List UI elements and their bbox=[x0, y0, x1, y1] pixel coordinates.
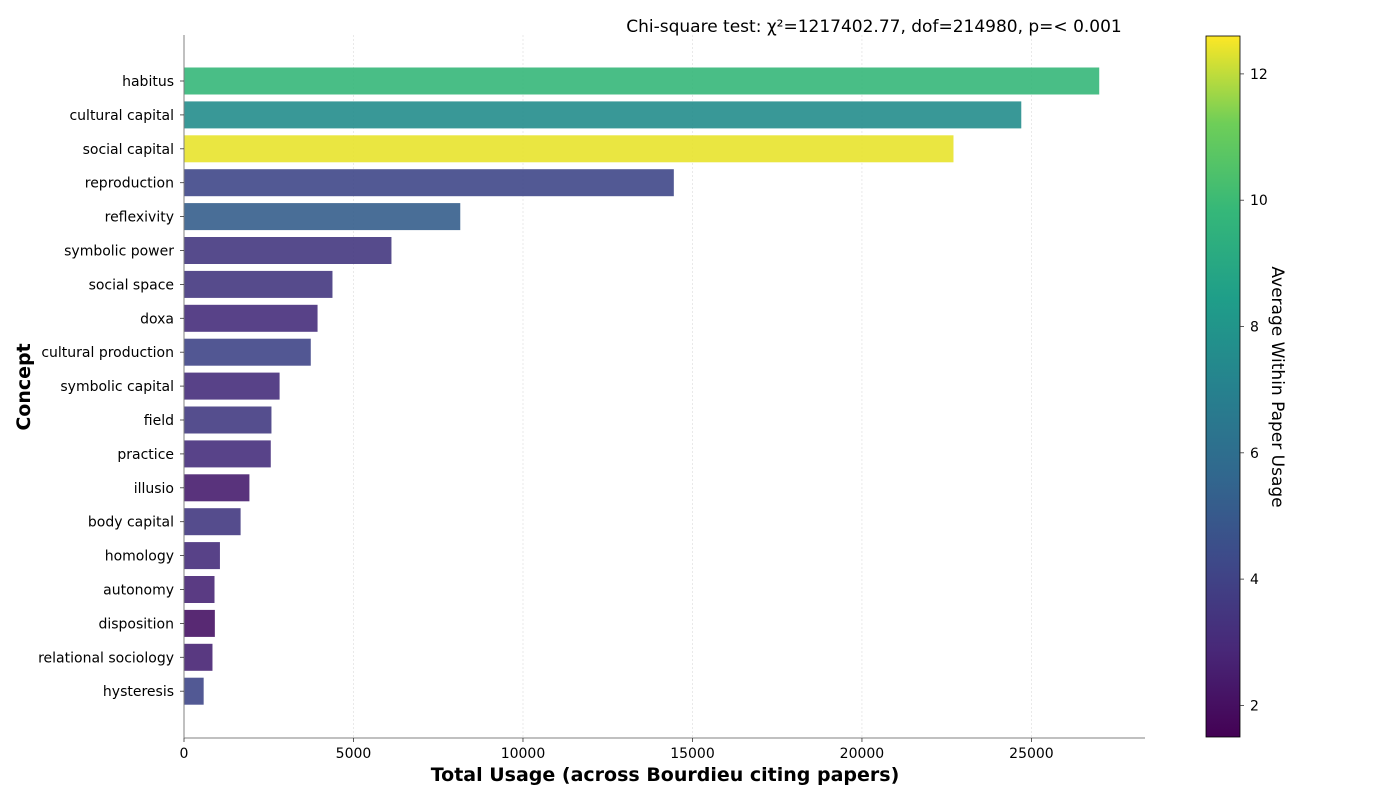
y-tick-label: social capital bbox=[83, 142, 174, 158]
bar bbox=[184, 67, 1100, 95]
colorbar-tick-label: 2 bbox=[1250, 698, 1259, 714]
y-tick-label: illusio bbox=[134, 481, 174, 497]
bar bbox=[184, 338, 311, 366]
bar bbox=[184, 203, 461, 231]
y-tick-label: body capital bbox=[88, 515, 174, 531]
colorbar-gradient bbox=[1206, 36, 1240, 737]
x-axis-ticks: 0 5000 10000 15000 20000 25000 bbox=[180, 738, 1054, 762]
bar bbox=[184, 508, 241, 536]
y-tick-label: social space bbox=[89, 277, 174, 293]
bar bbox=[184, 609, 215, 637]
y-tick-label: symbolic capital bbox=[60, 379, 174, 395]
bar bbox=[184, 135, 954, 163]
bar bbox=[184, 169, 674, 197]
y-tick-label: practice bbox=[117, 447, 174, 463]
bar bbox=[184, 304, 318, 332]
bar bbox=[184, 406, 272, 434]
colorbar-tick-label: 4 bbox=[1250, 572, 1259, 588]
y-tick-label: habitus bbox=[122, 74, 174, 90]
bar bbox=[184, 440, 271, 468]
x-tick-label: 5000 bbox=[336, 746, 372, 762]
bar bbox=[184, 372, 280, 400]
colorbar-ticks: 2 4 6 8 10 12 bbox=[1240, 67, 1268, 714]
colorbar-frame bbox=[1205, 35, 1241, 738]
bar bbox=[184, 474, 250, 502]
colorbar-tick-label: 10 bbox=[1250, 193, 1268, 209]
bar-series bbox=[184, 67, 1100, 705]
x-tick-label: 15000 bbox=[670, 746, 715, 762]
x-tick-label: 0 bbox=[180, 746, 189, 762]
bar bbox=[184, 677, 204, 705]
bar bbox=[184, 237, 392, 264]
x-axis-title: Total Usage (across Bourdieu citing pape… bbox=[431, 764, 900, 786]
x-tick-label: 20000 bbox=[840, 746, 885, 762]
y-axis-ticks: habitus cultural capital social capital rep… bbox=[38, 74, 184, 700]
y-tick-label: doxa bbox=[140, 311, 174, 327]
y-tick-label: cultural production bbox=[41, 345, 174, 361]
y-tick-label: hysteresis bbox=[103, 684, 174, 700]
chart-title: Chi-square test: χ²=1217402.77, dof=2149… bbox=[626, 17, 1122, 37]
y-tick-label: reproduction bbox=[85, 176, 174, 192]
y-tick-label: symbolic power bbox=[64, 244, 174, 260]
y-tick-label: reflexivity bbox=[105, 210, 174, 226]
bar bbox=[184, 542, 220, 570]
x-tick-label: 25000 bbox=[1009, 746, 1054, 762]
bar bbox=[184, 101, 1022, 129]
colorbar: 2 4 6 8 10 12 Average Within Paper Usage bbox=[1205, 35, 1287, 738]
y-tick-label: field bbox=[144, 413, 174, 429]
x-tick-label: 10000 bbox=[501, 746, 546, 762]
y-tick-label: disposition bbox=[98, 616, 174, 632]
y-axis-title: Concept bbox=[13, 343, 35, 430]
bar bbox=[184, 643, 213, 671]
colorbar-tick-label: 12 bbox=[1250, 67, 1268, 83]
colorbar-tick-label: 6 bbox=[1250, 446, 1259, 462]
colorbar-tick-label: 8 bbox=[1250, 320, 1259, 336]
colorbar-title: Average Within Paper Usage bbox=[1267, 266, 1287, 507]
bar bbox=[184, 270, 333, 298]
y-tick-label: homology bbox=[105, 549, 174, 565]
y-tick-label: relational sociology bbox=[38, 650, 174, 666]
y-tick-label: autonomy bbox=[103, 583, 174, 599]
y-tick-label: cultural capital bbox=[69, 108, 174, 124]
bar bbox=[184, 576, 215, 603]
